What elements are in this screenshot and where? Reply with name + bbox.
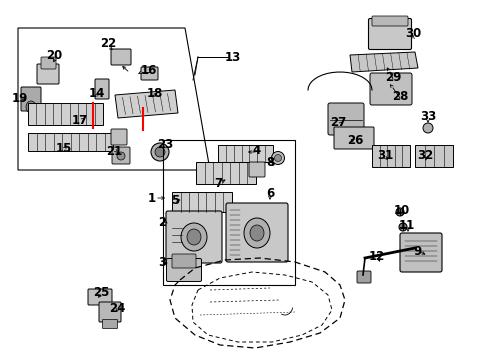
- FancyBboxPatch shape: [166, 258, 201, 282]
- FancyBboxPatch shape: [88, 289, 112, 305]
- Bar: [28, 133, 113, 151]
- Text: 25: 25: [93, 285, 109, 298]
- Ellipse shape: [151, 143, 169, 161]
- Text: 24: 24: [109, 302, 125, 315]
- Text: 33: 33: [419, 109, 435, 122]
- FancyBboxPatch shape: [41, 57, 56, 69]
- FancyBboxPatch shape: [369, 73, 411, 105]
- Text: 15: 15: [56, 141, 72, 154]
- Ellipse shape: [117, 152, 125, 160]
- FancyBboxPatch shape: [111, 129, 127, 145]
- FancyBboxPatch shape: [225, 203, 287, 262]
- Text: 16: 16: [141, 63, 157, 77]
- Text: 7: 7: [214, 176, 222, 189]
- Text: 20: 20: [46, 49, 62, 62]
- Text: 23: 23: [157, 138, 173, 150]
- Text: 13: 13: [224, 50, 241, 63]
- Text: 26: 26: [346, 134, 363, 147]
- Text: 3: 3: [158, 256, 166, 270]
- Text: 2: 2: [158, 216, 166, 229]
- Text: 4: 4: [252, 144, 261, 157]
- Text: 8: 8: [265, 156, 274, 168]
- Ellipse shape: [155, 147, 164, 157]
- FancyBboxPatch shape: [371, 16, 407, 26]
- FancyBboxPatch shape: [368, 18, 411, 50]
- Ellipse shape: [271, 152, 284, 165]
- Ellipse shape: [186, 229, 201, 245]
- FancyBboxPatch shape: [333, 127, 373, 149]
- Ellipse shape: [422, 123, 432, 133]
- Ellipse shape: [244, 218, 269, 248]
- FancyBboxPatch shape: [112, 147, 130, 164]
- Bar: [172, 192, 231, 212]
- Ellipse shape: [395, 208, 403, 216]
- FancyBboxPatch shape: [356, 271, 370, 283]
- Ellipse shape: [181, 223, 206, 251]
- FancyBboxPatch shape: [141, 67, 158, 80]
- Text: 9: 9: [413, 244, 421, 257]
- Bar: [371, 145, 409, 167]
- FancyBboxPatch shape: [95, 79, 109, 99]
- Text: 27: 27: [329, 116, 346, 129]
- FancyBboxPatch shape: [172, 254, 196, 268]
- FancyBboxPatch shape: [248, 162, 264, 177]
- FancyBboxPatch shape: [399, 233, 441, 272]
- FancyBboxPatch shape: [21, 87, 41, 111]
- Polygon shape: [349, 52, 417, 72]
- Text: 29: 29: [384, 71, 400, 84]
- FancyBboxPatch shape: [102, 320, 117, 328]
- Bar: [28, 103, 103, 125]
- Text: 32: 32: [416, 149, 432, 162]
- Text: 21: 21: [106, 144, 122, 158]
- FancyBboxPatch shape: [111, 49, 131, 65]
- Text: 18: 18: [146, 86, 163, 99]
- Ellipse shape: [26, 101, 36, 113]
- FancyBboxPatch shape: [99, 302, 121, 322]
- Ellipse shape: [398, 223, 406, 231]
- FancyBboxPatch shape: [37, 64, 59, 84]
- Text: 31: 31: [376, 149, 392, 162]
- Text: 22: 22: [100, 36, 116, 50]
- Text: 19: 19: [12, 91, 28, 104]
- Text: 6: 6: [265, 186, 274, 199]
- FancyBboxPatch shape: [165, 211, 222, 263]
- Polygon shape: [115, 90, 178, 118]
- Text: 14: 14: [89, 86, 105, 99]
- Text: 12: 12: [368, 251, 385, 264]
- Ellipse shape: [249, 225, 264, 241]
- Text: 11: 11: [398, 219, 414, 231]
- Bar: [414, 145, 452, 167]
- Text: 5: 5: [170, 194, 179, 207]
- Ellipse shape: [274, 154, 281, 162]
- FancyBboxPatch shape: [327, 103, 363, 135]
- Text: 17: 17: [72, 113, 88, 126]
- Bar: [196, 162, 256, 184]
- Text: 28: 28: [391, 90, 407, 103]
- Text: 10: 10: [393, 203, 409, 216]
- Bar: [218, 145, 272, 162]
- Text: 1: 1: [148, 192, 156, 204]
- Text: 30: 30: [404, 27, 420, 40]
